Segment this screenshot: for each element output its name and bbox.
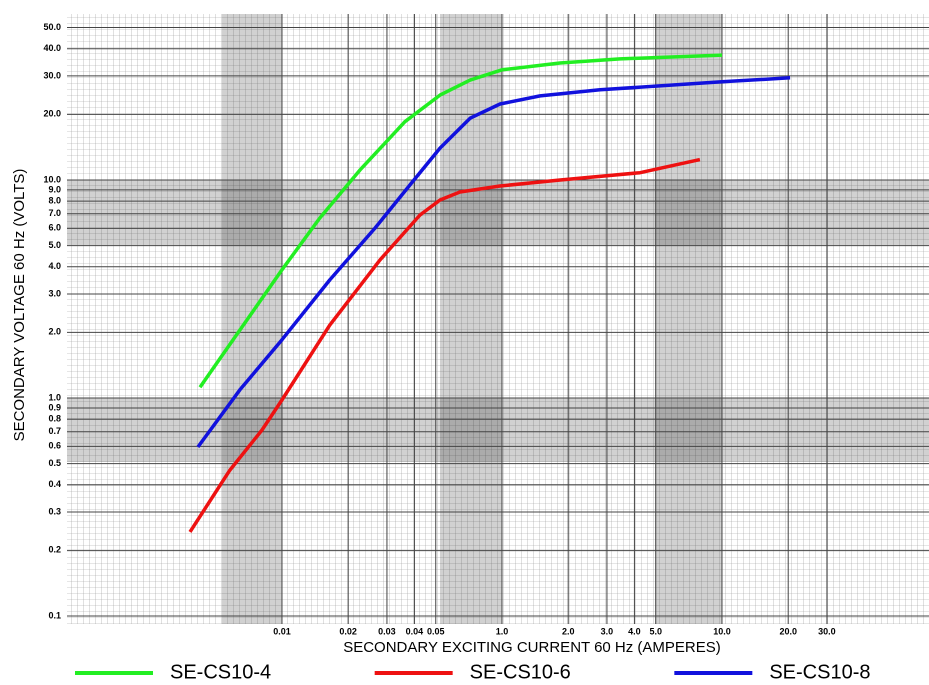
x-tick-label: 1.0 <box>496 626 509 636</box>
y-tick-label: 0.7 <box>48 426 61 436</box>
shade-band <box>222 14 282 624</box>
x-tick-label: 0.01 <box>273 626 291 636</box>
legend-label: SE-CS10-8 <box>769 661 870 683</box>
y-tick-label: 9.0 <box>48 184 61 194</box>
x-tick-label: 20.0 <box>779 626 797 636</box>
x-tick-label: 0.04 <box>406 626 424 636</box>
x-tick-label: 10.0 <box>713 626 731 636</box>
x-axis-title: SECONDARY EXCITING CURRENT 60 Hz (AMPERE… <box>343 639 721 656</box>
y-tick-label: 0.5 <box>48 458 61 468</box>
y-tick-label: 0.4 <box>48 479 61 489</box>
x-tick-label: 2.0 <box>562 626 575 636</box>
x-tick-label: 5.0 <box>649 626 662 636</box>
y-tick-label: 6.0 <box>48 223 61 233</box>
y-tick-label: 30.0 <box>43 70 61 80</box>
y-tick-label: 0.8 <box>48 413 61 423</box>
y-tick-label: 40.0 <box>43 43 61 53</box>
x-tick-label: 0.02 <box>339 626 357 636</box>
y-axis-title: SECONDARY VOLTAGE 60 Hz (VOLTS) <box>11 169 28 442</box>
y-tick-label: 50.0 <box>43 22 61 32</box>
y-tick-label: 20.0 <box>43 109 61 119</box>
y-tick-label: 8.0 <box>48 195 61 205</box>
shade-band <box>655 14 722 624</box>
x-tick-label: 30.0 <box>818 626 836 636</box>
legend-label: SE-CS10-6 <box>470 661 571 683</box>
y-tick-label: 0.9 <box>48 402 61 412</box>
shade-band <box>67 180 929 245</box>
y-tick-label: 10.0 <box>43 174 61 184</box>
y-tick-label: 0.1 <box>48 610 61 620</box>
y-tick-label: 0.3 <box>48 506 61 516</box>
y-tick-label: 5.0 <box>48 240 61 250</box>
fine-grid <box>67 14 929 624</box>
y-tick-label: 0.2 <box>48 545 61 555</box>
series-line <box>188 157 701 533</box>
y-tick-label: 7.0 <box>48 208 61 218</box>
y-tick-label: 2.0 <box>48 327 61 337</box>
x-tick-label: 0.05 <box>427 626 445 636</box>
series-line <box>198 53 723 389</box>
x-tick-label: 0.03 <box>378 626 396 636</box>
x-tick-label: 4.0 <box>628 626 641 636</box>
legend: SE-CS10-4 SE-CS10-6 SE-CS10-8 <box>75 661 870 683</box>
y-tick-label: 0.6 <box>48 441 61 451</box>
x-tick-label: 3.0 <box>601 626 614 636</box>
plot-background <box>67 14 929 624</box>
shade-band <box>440 14 502 624</box>
y-tick-label: 1.0 <box>48 392 61 402</box>
y-tick-label: 3.0 <box>48 288 61 298</box>
series-line <box>196 76 791 449</box>
y-tick-label: 4.0 <box>48 261 61 271</box>
legend-label: SE-CS10-4 <box>170 661 271 683</box>
